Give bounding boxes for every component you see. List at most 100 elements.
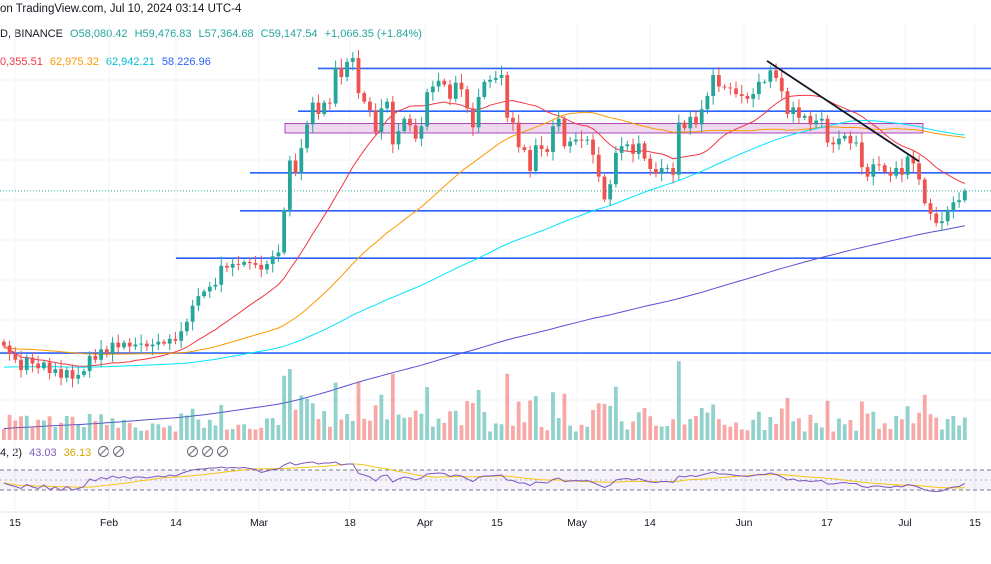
volume-bar (476, 390, 481, 440)
ohlc-legend: D, BINANCE O58,080.42 H59,476.83 L57,364… (0, 28, 426, 40)
volume-bar (19, 416, 23, 440)
candle-body (448, 84, 452, 99)
candle-body (53, 369, 58, 373)
volume-bar (654, 425, 658, 440)
candle-body (665, 168, 670, 170)
candle-body (430, 86, 435, 93)
volume-bar (430, 426, 435, 440)
candle-body (425, 92, 430, 127)
candle-body (328, 102, 332, 104)
volume-bar (225, 429, 229, 440)
x-tick-label: Jul (898, 517, 911, 529)
candle-body (225, 265, 229, 268)
volume-bar (940, 429, 944, 440)
candle-body (951, 202, 956, 210)
candle-body (413, 125, 418, 139)
volume-bar (247, 428, 252, 440)
publish-info: on TradingView.com, Jul 10, 2024 03:14 U… (0, 3, 242, 15)
hide-icon[interactable] (202, 446, 214, 457)
volume-bar (636, 412, 641, 440)
volume-bar (671, 419, 675, 440)
candle-body (802, 115, 807, 118)
volume-bar (808, 414, 813, 440)
candle-body (671, 168, 675, 175)
candle-body (682, 122, 687, 129)
volume-bar (573, 431, 578, 440)
volume-bar (76, 425, 81, 440)
volume-bar (453, 410, 458, 440)
volume-bar (625, 429, 630, 440)
hide-icon[interactable] (217, 446, 229, 457)
volume-bar (185, 415, 189, 440)
candle-body (791, 107, 796, 114)
volume-bar (562, 393, 567, 440)
volume-bar (93, 421, 98, 440)
volume-bar (345, 414, 349, 440)
candle-body (13, 354, 18, 360)
hide-icon[interactable] (113, 446, 125, 457)
volume-bar (139, 430, 144, 440)
candle-body (356, 58, 361, 94)
candle-body (47, 362, 52, 373)
volume-bar (791, 421, 796, 440)
volume-bar (116, 427, 121, 440)
volume-bar (591, 410, 595, 440)
candle-body (453, 82, 458, 99)
volume-bar (448, 411, 452, 440)
volume-bar (36, 419, 41, 440)
ma50-line (3, 111, 965, 355)
volume-bar (13, 420, 18, 440)
low-value: L57,364.68 (198, 28, 254, 40)
volume-bar (837, 418, 841, 440)
volume-bar (459, 425, 464, 440)
candle-body (882, 165, 887, 172)
volume-bar (402, 417, 407, 440)
volume-bar (619, 421, 624, 440)
candle-body (87, 355, 92, 372)
volume-bar (133, 427, 138, 440)
volume-bar (265, 418, 269, 440)
candle-body (688, 116, 693, 129)
volume-bar (751, 419, 756, 440)
candle-body (390, 101, 395, 145)
candle-body (539, 145, 544, 150)
volume-bar (408, 417, 412, 440)
volume-bar (825, 400, 830, 440)
candle-body (837, 138, 841, 145)
close-value: C59,147.54 (260, 28, 318, 40)
candle-body (648, 158, 653, 170)
rsi-value: 43.03 (29, 447, 57, 459)
volume-bar (373, 405, 378, 440)
candle-body (99, 349, 103, 360)
volume-bar (934, 417, 939, 440)
candle-body (859, 142, 864, 168)
volume-bar (156, 424, 161, 440)
candle-body (711, 75, 716, 96)
volume-bar (465, 401, 470, 440)
candle-body (322, 102, 327, 114)
volume-bar (551, 392, 555, 440)
volume-bar (516, 401, 521, 440)
candle-body (528, 150, 532, 171)
volume-bar (202, 427, 206, 440)
volume-bar (339, 419, 344, 440)
candle-body (757, 81, 761, 95)
volume-bar (493, 423, 498, 440)
candle-body (385, 101, 389, 109)
candle-body (442, 80, 447, 85)
volume-bar (350, 421, 355, 440)
volume-bar (482, 412, 487, 440)
candle-body (865, 167, 870, 177)
volume-bar (396, 414, 401, 440)
volume-bar (711, 404, 716, 440)
candle-body (705, 95, 710, 110)
volume-bar (110, 418, 115, 440)
candle-body (42, 362, 46, 369)
candle-body (940, 221, 944, 224)
volume-bar (305, 398, 309, 440)
volume-bar (951, 416, 956, 440)
candle-body (82, 371, 86, 375)
hide-icon[interactable] (187, 446, 199, 457)
candle-body (127, 342, 132, 347)
